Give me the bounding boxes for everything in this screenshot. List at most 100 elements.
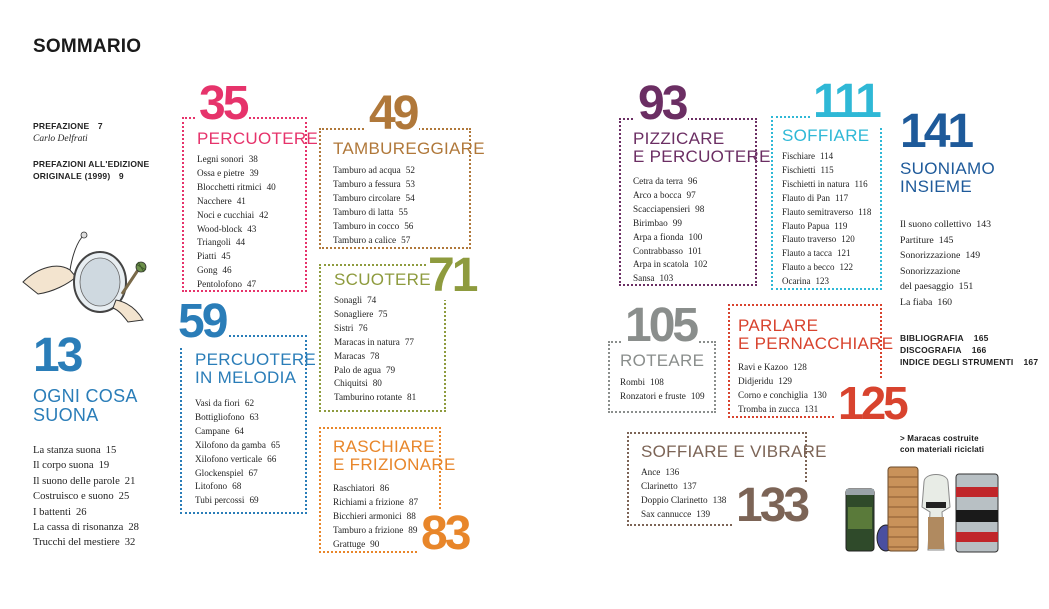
- list-item[interactable]: Fischiare 114: [782, 151, 834, 161]
- list-item[interactable]: Wood-block 43: [197, 223, 257, 234]
- appendix-item[interactable]: INDICE DEGLI STRUMENTI 167: [900, 357, 1039, 367]
- list-item[interactable]: Tamburo ad acqua 52: [333, 165, 415, 175]
- list-item[interactable]: Flauto Papua 119: [782, 220, 848, 231]
- list-item[interactable]: Arpa a fionda 100: [633, 231, 703, 242]
- list-item[interactable]: Maracas 78: [334, 350, 380, 361]
- list-item[interactable]: Raschiatori 86: [333, 483, 390, 493]
- list-item[interactable]: Tromba in zucca 131: [738, 403, 819, 414]
- list-item[interactable]: Xilofono da gamba 65: [195, 439, 281, 450]
- list-item[interactable]: Partiture 145: [900, 234, 954, 246]
- section-125-title[interactable]: PARLARE E PERNACCHIARE: [738, 317, 893, 353]
- list-item[interactable]: Tamburo a fessura 53: [333, 178, 415, 189]
- section-125-title-line2: E PERNACCHIARE: [738, 333, 894, 353]
- list-item[interactable]: Didjeridu 129: [738, 375, 792, 386]
- list-item[interactable]: Sax cannucce 139: [641, 508, 711, 519]
- list-item[interactable]: Flauto semitraverso 118: [782, 206, 872, 217]
- list-item[interactable]: Ance 136: [641, 467, 680, 477]
- list-item[interactable]: Grattuge 90: [333, 538, 380, 549]
- list-item[interactable]: del paesaggio 151: [900, 281, 974, 293]
- section-133-title[interactable]: SOFFIARE E VIBRARE: [641, 442, 827, 461]
- list-item[interactable]: Glockenspiel 67: [195, 467, 258, 478]
- list-item[interactable]: Cetra da terra 96: [633, 176, 698, 186]
- section-141-title[interactable]: SUONIAMO INSIEME: [900, 160, 995, 196]
- list-item[interactable]: Blocchetti ritmici 40: [197, 181, 276, 192]
- list-item[interactable]: Arco a bocca 97: [633, 189, 696, 200]
- list-item[interactable]: Doppio Clarinetto 138: [641, 494, 727, 505]
- list-item[interactable]: Trucchi del mestiere 32: [33, 537, 136, 549]
- list-item[interactable]: Fischietti 115: [782, 164, 834, 175]
- list-item[interactable]: Bottigliofono 63: [195, 411, 259, 422]
- list-item[interactable]: Gong 46: [197, 265, 232, 276]
- section-13-title-line1: OGNI COSA: [33, 386, 138, 406]
- appendix-item[interactable]: DISCOGRAFIA 166: [900, 345, 987, 355]
- section-49-title[interactable]: TAMBUREGGIARE: [333, 139, 485, 158]
- list-item[interactable]: Sonagliere 75: [334, 308, 388, 319]
- section-141-title-line1: SUONIAMO: [900, 159, 995, 178]
- list-item[interactable]: Il corpo suona 19: [33, 460, 110, 472]
- list-item[interactable]: Nacchere 41: [197, 195, 246, 206]
- list-item[interactable]: Legni sonori 38: [197, 154, 258, 164]
- list-item[interactable]: Sansa 103: [633, 273, 674, 284]
- section-35-title[interactable]: PERCUOTERE: [197, 129, 319, 148]
- list-item[interactable]: Ossa e pietre 39: [197, 167, 259, 178]
- list-item[interactable]: Sistri 76: [334, 322, 368, 333]
- list-item[interactable]: Tamburino rotante 81: [334, 392, 417, 403]
- list-item[interactable]: Triangoli 44: [197, 237, 246, 248]
- list-item[interactable]: Tubi percossi 69: [195, 495, 259, 506]
- list-item[interactable]: Vasi da fiori 62: [195, 398, 255, 408]
- list-item[interactable]: Chiquitsi 80: [334, 378, 382, 389]
- list-item[interactable]: Piatti 45: [197, 251, 231, 262]
- list-item[interactable]: Corno e conchiglia 130: [738, 389, 827, 400]
- appendix-item[interactable]: BIBLIOGRAFIA 165: [900, 333, 989, 343]
- prefazione-label[interactable]: PREFAZIONE: [33, 121, 90, 131]
- list-item[interactable]: Contrabbasso 101: [633, 245, 702, 256]
- section-49-list: Tamburo ad acqua 52 Tamburo a fessura 53 T…: [333, 164, 415, 247]
- section-93-title[interactable]: PIZZICARE E PERCUOTERE: [633, 130, 771, 166]
- list-item[interactable]: I battenti 26: [33, 506, 87, 518]
- list-item[interactable]: Palo de agua 79: [334, 364, 396, 375]
- list-item[interactable]: Litofono 68: [195, 481, 242, 492]
- list-item[interactable]: Costruisco e suono 25: [33, 491, 130, 503]
- section-13-title[interactable]: OGNI COSA SUONA: [33, 387, 138, 425]
- list-item[interactable]: Sonorizzazione 149: [900, 250, 981, 262]
- list-item[interactable]: Tamburo in cocco 56: [333, 220, 414, 231]
- list-item[interactable]: Ronzatori e fruste 109: [620, 390, 705, 401]
- prefazioni-label-2[interactable]: ORIGINALE (1999): [33, 171, 111, 181]
- list-item[interactable]: Sonorizzazione: [900, 265, 961, 277]
- list-item[interactable]: Flauto a becco 122: [782, 262, 853, 273]
- list-item[interactable]: La fiaba 160: [900, 296, 953, 308]
- list-item[interactable]: Birimbao 99: [633, 217, 682, 228]
- list-item[interactable]: Il suono collettivo 143: [900, 219, 991, 230]
- list-item[interactable]: Scacciapensieri 98: [633, 203, 705, 214]
- list-item[interactable]: Campane 64: [195, 425, 244, 436]
- list-item[interactable]: Ocarina 123: [782, 276, 829, 287]
- list-item[interactable]: Flauto di Pan 117: [782, 192, 849, 203]
- list-item[interactable]: Sonagli 74: [334, 295, 377, 305]
- prefazioni-label-1[interactable]: PREFAZIONI ALL'EDIZIONE: [33, 159, 150, 169]
- list-item[interactable]: Flauto traverso 120: [782, 234, 855, 245]
- list-item[interactable]: Noci e cucchiai 42: [197, 209, 269, 220]
- list-item[interactable]: La cassa di risonanza 28: [33, 522, 139, 534]
- section-71-title[interactable]: SCUOTERE: [334, 270, 431, 289]
- list-item[interactable]: Tamburo a frizione 89: [333, 524, 418, 535]
- section-111-title[interactable]: SOFFIARE: [782, 126, 870, 145]
- section-83-title[interactable]: RASCHIARE E FRIZIONARE: [333, 438, 456, 474]
- list-item[interactable]: Pentolofono 47: [197, 279, 257, 290]
- list-item[interactable]: Arpa in scatola 102: [633, 259, 708, 270]
- list-item[interactable]: Tamburo circolare 54: [333, 192, 415, 203]
- list-item[interactable]: Bicchieri armonici 88: [333, 510, 416, 521]
- list-item[interactable]: Il suono delle parole 21: [33, 475, 136, 487]
- list-item[interactable]: Clarinetto 137: [641, 480, 697, 491]
- list-item[interactable]: Maracas in natura 77: [334, 336, 414, 347]
- list-item[interactable]: Richiami a frizione 87: [333, 496, 419, 507]
- list-item[interactable]: Fischietti in natura 116: [782, 178, 868, 189]
- list-item[interactable]: La stanza suona 15: [33, 445, 117, 456]
- list-item[interactable]: Tamburo a calice 57: [333, 234, 411, 245]
- list-item[interactable]: Flauto a tacca 121: [782, 248, 851, 259]
- section-105-title[interactable]: ROTEARE: [620, 351, 705, 370]
- list-item[interactable]: Rombi 108: [620, 377, 664, 387]
- list-item[interactable]: Xilofono verticale 66: [195, 453, 277, 464]
- list-item[interactable]: Ravi e Kazoo 128: [738, 362, 807, 372]
- list-item[interactable]: Tamburo di latta 55: [333, 206, 408, 217]
- section-59-title[interactable]: PERCUOTERE IN MELODIA: [195, 351, 316, 387]
